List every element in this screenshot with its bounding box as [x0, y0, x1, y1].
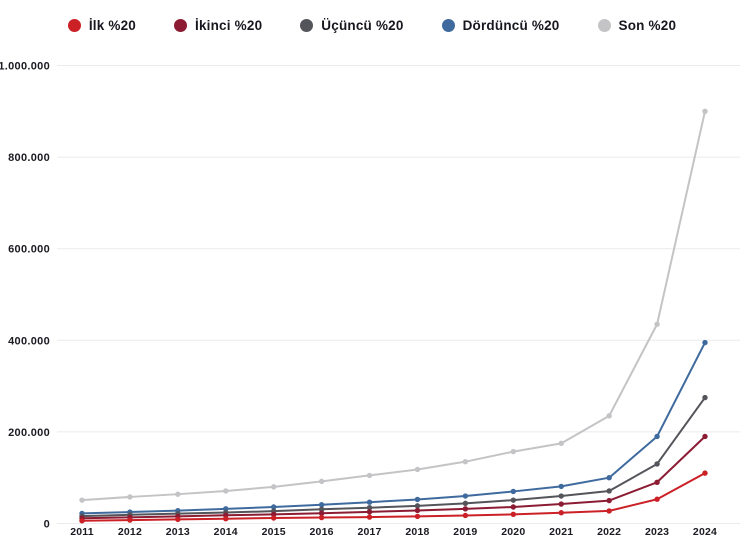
x-axis-tick-label: 2013	[166, 526, 190, 538]
legend-dot-icon	[441, 19, 455, 32]
legend-item[interactable]: Üçüncü %20	[300, 18, 403, 33]
data-point-marker[interactable]	[366, 472, 373, 479]
data-point-marker[interactable]	[414, 503, 421, 509]
data-point-marker[interactable]	[414, 507, 421, 514]
data-point-marker[interactable]	[510, 448, 517, 455]
legend-item-label: Dördüncü %20	[462, 18, 560, 33]
data-point-marker[interactable]	[366, 509, 373, 515]
legend-item-label: İkinci %20	[195, 18, 263, 33]
legend-dot-icon	[174, 19, 187, 32]
legend-item-label: Son %20	[618, 18, 677, 33]
x-axis-tick-label: 2021	[549, 526, 573, 538]
y-axis-tick-label: 600.000	[8, 244, 50, 256]
legend-dot-icon	[300, 19, 314, 32]
data-point-marker[interactable]	[510, 511, 517, 518]
legend: İlk %20 İkinci %20 Üçüncü %20 Dördüncü %20 S…	[0, 18, 744, 33]
series-line-Üçüncü %20	[81, 396, 706, 518]
y-axis-tick-label: 0	[44, 519, 50, 531]
legend-item-label: İlk %20	[88, 18, 136, 33]
data-point-marker[interactable]	[702, 394, 708, 401]
data-point-marker[interactable]	[462, 500, 469, 507]
legend-dot-icon	[67, 19, 81, 32]
data-point-marker[interactable]	[654, 496, 660, 502]
data-point-marker[interactable]	[558, 440, 564, 447]
data-point-marker[interactable]	[558, 501, 564, 507]
y-axis-tick-label: 800.000	[8, 152, 50, 164]
data-point-marker[interactable]	[510, 504, 517, 510]
data-point-marker[interactable]	[702, 108, 708, 115]
data-point-marker[interactable]	[366, 514, 373, 520]
data-point-marker[interactable]	[414, 496, 421, 503]
data-point-marker[interactable]	[366, 499, 373, 505]
x-axis-tick-label: 2020	[501, 526, 525, 538]
legend-item-label: Üçüncü %20	[321, 18, 404, 33]
y-axis-tick-label: 200.000	[8, 427, 50, 439]
data-point-marker[interactable]	[318, 502, 325, 508]
x-axis-tick-label: 2017	[357, 526, 381, 538]
data-point-marker[interactable]	[366, 504, 373, 511]
x-axis-tick-label: 2012	[118, 526, 142, 538]
data-point-marker[interactable]	[606, 475, 612, 481]
data-point-marker[interactable]	[606, 488, 612, 494]
y-axis-tick-label: 1.000.000	[0, 61, 50, 73]
data-point-marker[interactable]	[414, 513, 421, 520]
data-point-marker[interactable]	[318, 514, 325, 521]
data-point-marker[interactable]	[558, 483, 564, 490]
data-point-marker[interactable]	[654, 433, 660, 440]
data-point-marker[interactable]	[79, 518, 85, 524]
x-axis-tick-label: 2011	[70, 526, 94, 538]
data-point-marker[interactable]	[270, 504, 277, 510]
data-point-marker[interactable]	[510, 497, 517, 503]
data-point-marker[interactable]	[127, 494, 133, 500]
x-axis-tick-label: 2022	[597, 526, 621, 538]
series-line-Son %20	[81, 110, 706, 502]
data-point-marker[interactable]	[270, 484, 277, 490]
data-point-marker[interactable]	[606, 508, 612, 514]
x-axis-tick-label: 2023	[645, 526, 669, 538]
data-point-marker[interactable]	[702, 433, 708, 440]
data-point-marker[interactable]	[318, 510, 325, 516]
data-point-marker[interactable]	[606, 497, 612, 504]
data-point-marker[interactable]	[414, 466, 421, 473]
data-point-marker[interactable]	[702, 470, 708, 476]
data-point-marker[interactable]	[558, 493, 564, 499]
data-point-marker[interactable]	[175, 516, 181, 523]
data-point-marker[interactable]	[462, 458, 469, 465]
legend-item[interactable]: Son %20	[597, 18, 677, 33]
x-axis-tick-label: 2015	[262, 526, 286, 538]
x-axis-tick-label: 2019	[453, 526, 477, 538]
data-point-marker[interactable]	[462, 506, 469, 512]
x-axis-tick-label: 2018	[405, 526, 429, 538]
data-point-marker[interactable]	[462, 512, 469, 519]
data-point-marker[interactable]	[510, 488, 517, 495]
data-point-marker[interactable]	[318, 478, 325, 485]
legend-item[interactable]: İlk %20	[67, 18, 136, 33]
data-point-marker[interactable]	[127, 517, 133, 523]
data-point-marker[interactable]	[175, 491, 181, 497]
data-point-marker[interactable]	[654, 321, 660, 327]
data-point-marker[interactable]	[702, 339, 708, 346]
series-line-İlk %20	[81, 472, 706, 522]
data-point-marker[interactable]	[558, 510, 564, 516]
legend-item[interactable]: İkinci %20	[174, 18, 262, 33]
data-point-marker[interactable]	[223, 515, 229, 522]
data-point-marker[interactable]	[79, 497, 85, 503]
data-point-marker[interactable]	[318, 506, 325, 513]
legend-item[interactable]: Dördüncü %20	[441, 18, 560, 33]
legend-dot-icon	[597, 19, 611, 32]
data-point-marker[interactable]	[462, 493, 469, 499]
x-axis-tick-label: 2014	[214, 526, 238, 538]
y-axis-tick-label: 400.000	[8, 335, 50, 347]
data-point-marker[interactable]	[654, 461, 660, 467]
series-line-İkinci %20	[81, 435, 706, 520]
data-point-marker[interactable]	[606, 413, 612, 419]
x-axis-tick-label: 2016	[310, 526, 334, 538]
x-axis-tick-label: 2024	[693, 526, 717, 538]
data-point-marker[interactable]	[654, 479, 660, 485]
data-point-marker[interactable]	[270, 515, 277, 521]
data-point-marker[interactable]	[223, 488, 229, 494]
series-line-Dördüncü %20	[81, 341, 706, 515]
